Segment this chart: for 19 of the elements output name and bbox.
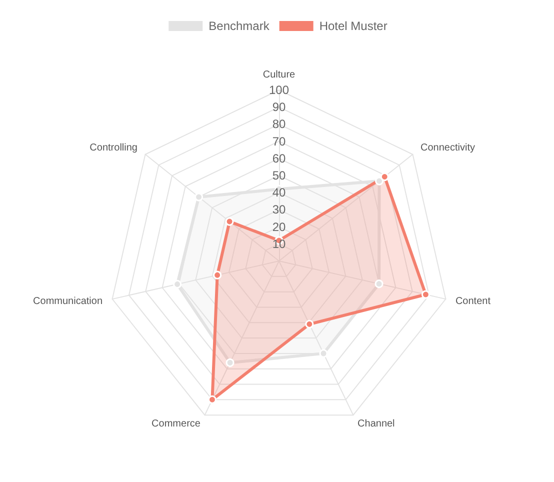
spoke-label: Commerce (152, 418, 201, 430)
y-tick-label: 70 (272, 134, 286, 148)
y-tick-label: 30 (272, 202, 286, 217)
y-tick-label: 10 (272, 236, 286, 251)
y-tick-label: 80 (272, 117, 286, 132)
y-tick-label: 60 (272, 151, 286, 166)
y-tick-label: 90 (272, 100, 286, 114)
spoke-label: Communication (33, 296, 103, 307)
y-tick-label: 100 (268, 83, 290, 97)
y-tick-label: 20 (272, 220, 286, 234)
legend-label: Benchmark (208, 19, 270, 33)
spoke-label: Connectivity (420, 142, 475, 154)
y-tick-label: 50 (272, 168, 286, 182)
spoke-label: Culture (262, 70, 296, 80)
spoke-label: Channel (358, 418, 395, 430)
spoke-label: Controlling (90, 142, 138, 154)
spoke-label: Content (455, 296, 491, 307)
y-tick-label: 40 (272, 186, 286, 200)
legend-label: Hotel Muster (319, 19, 388, 33)
